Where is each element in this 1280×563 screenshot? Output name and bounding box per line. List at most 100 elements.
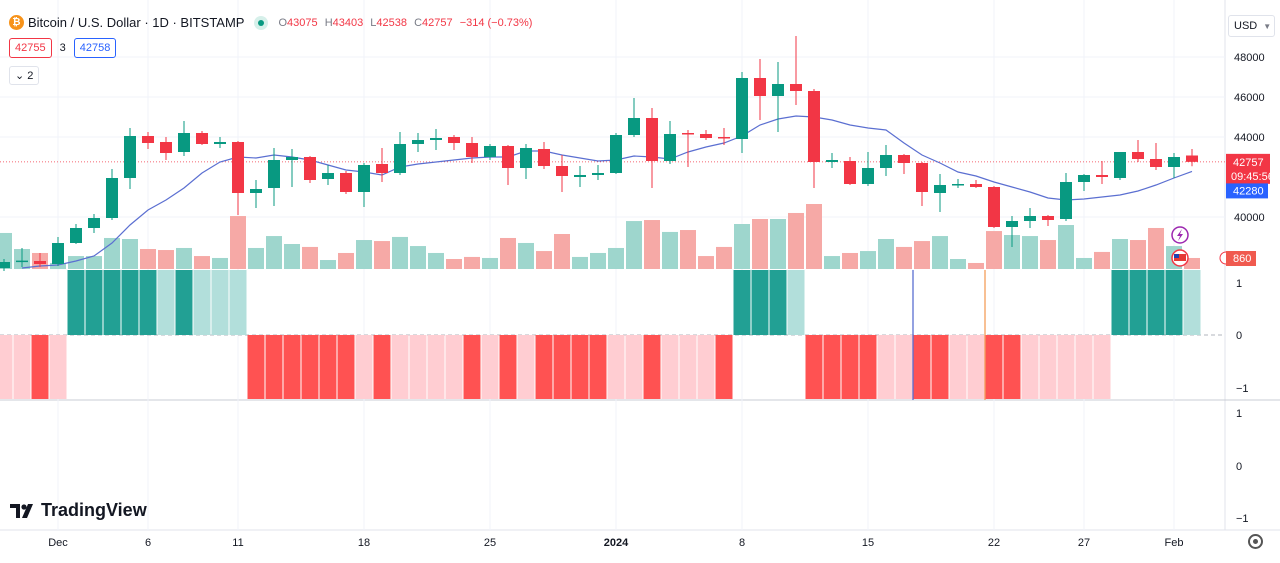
collapse-indicators-button[interactable]: ⌄ 2 <box>9 66 40 85</box>
volume-bar <box>752 219 768 269</box>
buy-button[interactable]: 42758 <box>73 38 117 58</box>
volume-bar <box>1040 240 1056 269</box>
volume-bar <box>878 239 894 269</box>
signal-bar <box>373 335 391 399</box>
candle-body <box>268 160 280 188</box>
volume-bar <box>1022 236 1038 269</box>
volume-bar <box>464 256 480 269</box>
candle-body <box>1024 216 1036 221</box>
candle-body <box>322 173 334 179</box>
candle-body <box>664 134 676 161</box>
candle-body <box>826 160 838 162</box>
candle-body <box>844 161 856 184</box>
price-tick: 46000 <box>1234 92 1265 104</box>
candle-body <box>916 163 928 192</box>
candle-body <box>394 144 406 173</box>
candle-body <box>574 175 586 177</box>
pane2-tick: −1 <box>1236 513 1249 525</box>
price-tick: 40000 <box>1234 212 1265 224</box>
signal-bar <box>967 335 985 399</box>
signal-bar <box>319 335 337 399</box>
signal-bar <box>733 270 751 335</box>
volume-bar <box>770 219 786 269</box>
candle-body <box>646 118 658 161</box>
signal-bar <box>643 335 661 399</box>
volume-bar <box>0 232 12 269</box>
candle-body <box>790 84 802 91</box>
time-tick: 8 <box>739 537 745 549</box>
candle-body <box>232 142 244 193</box>
signal-bar <box>229 270 247 335</box>
us-flag-canton <box>1174 254 1179 258</box>
signal-bar <box>355 335 373 399</box>
volume-bar <box>518 242 534 269</box>
candle-body <box>304 157 316 180</box>
signal-bar <box>1093 335 1111 399</box>
volume-bar <box>914 241 930 269</box>
candle-body <box>970 184 982 187</box>
price-tick: 48000 <box>1234 52 1265 64</box>
candle-body <box>466 143 478 157</box>
signal-bar <box>1111 270 1129 335</box>
pane1-tick: 1 <box>1236 278 1242 290</box>
volume-bar <box>860 251 876 269</box>
volume-bar <box>500 237 516 269</box>
legend-header: ₿ Bitcoin / U.S. Dollar · 1D · BITSTAMP … <box>9 15 532 30</box>
signal-bar <box>499 335 517 399</box>
tradingview-logo[interactable]: TradingView <box>10 500 147 521</box>
candle-body <box>682 133 694 135</box>
signal-bar <box>1129 270 1147 335</box>
pane1-tick: −1 <box>1236 383 1249 395</box>
volume-bar <box>176 247 192 269</box>
volume-label: 860 <box>1233 253 1251 265</box>
candle-body <box>160 142 172 153</box>
signal-bar <box>607 335 625 399</box>
signal-bar <box>661 335 679 399</box>
signal-bar <box>1075 335 1093 399</box>
volume-bar <box>572 256 588 269</box>
tradingview-logo-icon <box>10 503 33 518</box>
candle-body <box>178 133 190 152</box>
volume-bar <box>338 252 354 269</box>
volume-bar <box>410 246 426 269</box>
candle-body <box>412 140 424 144</box>
sell-button[interactable]: 42755 <box>9 38 52 58</box>
symbol-title[interactable]: Bitcoin / U.S. Dollar · 1D · BITSTAMP <box>28 15 245 30</box>
signal-bar <box>67 270 85 335</box>
signal-bar <box>427 335 445 399</box>
signal-bar <box>1003 335 1021 399</box>
candle-body <box>988 187 1000 227</box>
signal-bar <box>625 335 643 399</box>
time-tick: Dec <box>48 537 68 549</box>
pane2-tick: 0 <box>1236 461 1242 473</box>
volume-bar <box>140 249 156 269</box>
currency-dropdown[interactable]: USD ▼ <box>1228 15 1275 37</box>
volume-bar <box>158 250 174 269</box>
signal-bar <box>985 335 1003 399</box>
volume-bar <box>824 256 840 269</box>
settings-icon[interactable] <box>1248 534 1263 549</box>
signal-bar <box>391 335 409 399</box>
signal-bar <box>193 270 211 335</box>
price-tick: 44000 <box>1234 132 1265 144</box>
signal-bar <box>859 335 877 399</box>
signal-bar <box>139 270 157 335</box>
signal-bar <box>121 270 139 335</box>
candle-body <box>754 78 766 96</box>
chevron-down-icon: ⌄ <box>15 70 28 82</box>
signal-bar <box>679 335 697 399</box>
volume-bar <box>428 252 444 269</box>
volume-bar <box>284 244 300 269</box>
signal-bar <box>0 335 13 399</box>
signal-bar <box>481 335 499 399</box>
signal-bar <box>1057 335 1075 399</box>
volume-bar <box>1148 227 1164 269</box>
candle-body <box>340 173 352 192</box>
signal-bar <box>31 335 49 399</box>
signal-bar <box>13 335 31 399</box>
candle-body <box>1096 175 1108 177</box>
candle-body <box>736 78 748 139</box>
candle-body <box>448 137 460 143</box>
candle-body <box>124 136 136 178</box>
